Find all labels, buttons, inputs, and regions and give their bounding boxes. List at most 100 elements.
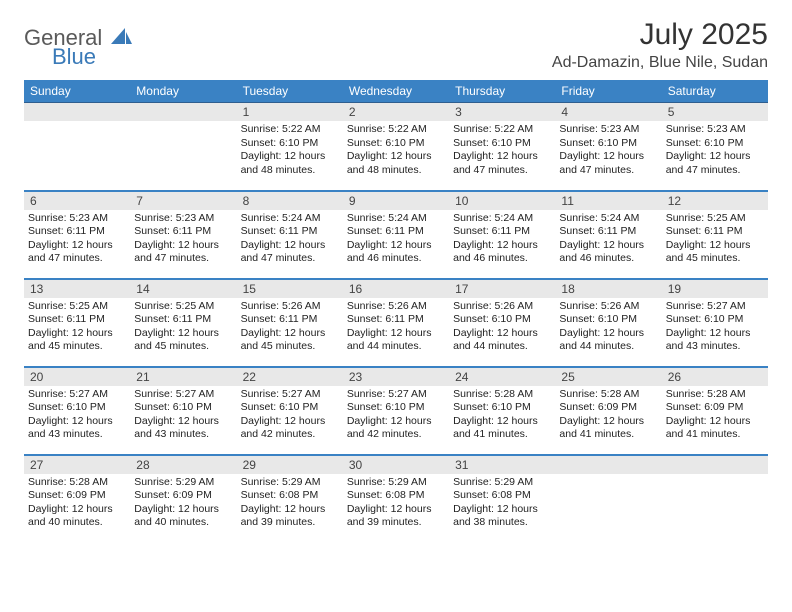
sunset-line: Sunset: 6:10 PM: [347, 401, 445, 415]
day-number-empty: [130, 103, 236, 121]
day-body: Sunrise: 5:26 AMSunset: 6:10 PMDaylight:…: [449, 298, 555, 359]
day-number: 9: [343, 192, 449, 210]
day-body: Sunrise: 5:27 AMSunset: 6:10 PMDaylight:…: [24, 386, 130, 447]
sunrise-line: Sunrise: 5:26 AM: [241, 300, 339, 314]
sunrise-line: Sunrise: 5:29 AM: [241, 476, 339, 490]
calendar-cell: 15Sunrise: 5:26 AMSunset: 6:11 PMDayligh…: [237, 279, 343, 367]
sunset-line: Sunset: 6:11 PM: [134, 225, 232, 239]
daylight-line: Daylight: 12 hours and 40 minutes.: [28, 503, 126, 530]
daylight-line: Daylight: 12 hours and 39 minutes.: [241, 503, 339, 530]
calendar-cell: 14Sunrise: 5:25 AMSunset: 6:11 PMDayligh…: [130, 279, 236, 367]
day-number: 31: [449, 456, 555, 474]
daylight-line: Daylight: 12 hours and 44 minutes.: [453, 327, 551, 354]
day-body: Sunrise: 5:24 AMSunset: 6:11 PMDaylight:…: [237, 210, 343, 271]
daylight-line: Daylight: 12 hours and 46 minutes.: [559, 239, 657, 266]
sunset-line: Sunset: 6:11 PM: [347, 313, 445, 327]
day-number: 2: [343, 103, 449, 121]
sunset-line: Sunset: 6:10 PM: [347, 137, 445, 151]
weekday-header: Thursday: [449, 80, 555, 103]
sunrise-line: Sunrise: 5:25 AM: [666, 212, 764, 226]
calendar-cell: 6Sunrise: 5:23 AMSunset: 6:11 PMDaylight…: [24, 191, 130, 279]
logo-text-block: General Blue: [24, 28, 133, 68]
day-number: 23: [343, 368, 449, 386]
day-body: Sunrise: 5:29 AMSunset: 6:08 PMDaylight:…: [237, 474, 343, 535]
day-body: Sunrise: 5:26 AMSunset: 6:11 PMDaylight:…: [237, 298, 343, 359]
daylight-line: Daylight: 12 hours and 44 minutes.: [559, 327, 657, 354]
sunset-line: Sunset: 6:10 PM: [241, 401, 339, 415]
daylight-line: Daylight: 12 hours and 39 minutes.: [347, 503, 445, 530]
daylight-line: Daylight: 12 hours and 44 minutes.: [347, 327, 445, 354]
weekday-header: Tuesday: [237, 80, 343, 103]
sunset-line: Sunset: 6:10 PM: [453, 313, 551, 327]
calendar-cell: 9Sunrise: 5:24 AMSunset: 6:11 PMDaylight…: [343, 191, 449, 279]
day-number: 4: [555, 103, 661, 121]
day-body: Sunrise: 5:22 AMSunset: 6:10 PMDaylight:…: [449, 121, 555, 182]
sunset-line: Sunset: 6:08 PM: [347, 489, 445, 503]
weekday-row: SundayMondayTuesdayWednesdayThursdayFrid…: [24, 80, 768, 103]
sunrise-line: Sunrise: 5:27 AM: [666, 300, 764, 314]
day-body: Sunrise: 5:25 AMSunset: 6:11 PMDaylight:…: [130, 298, 236, 359]
sunrise-line: Sunrise: 5:29 AM: [134, 476, 232, 490]
daylight-line: Daylight: 12 hours and 48 minutes.: [241, 150, 339, 177]
daylight-line: Daylight: 12 hours and 47 minutes.: [666, 150, 764, 177]
calendar-cell: 29Sunrise: 5:29 AMSunset: 6:08 PMDayligh…: [237, 455, 343, 543]
title-block: July 2025 Ad-Damazin, Blue Nile, Sudan: [552, 18, 768, 72]
sunset-line: Sunset: 6:10 PM: [559, 137, 657, 151]
day-number: 5: [662, 103, 768, 121]
sunrise-line: Sunrise: 5:28 AM: [666, 388, 764, 402]
day-number: 26: [662, 368, 768, 386]
calendar-table: SundayMondayTuesdayWednesdayThursdayFrid…: [24, 80, 768, 543]
sunrise-line: Sunrise: 5:24 AM: [241, 212, 339, 226]
day-number: 12: [662, 192, 768, 210]
sunrise-line: Sunrise: 5:25 AM: [134, 300, 232, 314]
calendar-cell: 2Sunrise: 5:22 AMSunset: 6:10 PMDaylight…: [343, 103, 449, 191]
day-number: 14: [130, 280, 236, 298]
day-number: 21: [130, 368, 236, 386]
daylight-line: Daylight: 12 hours and 41 minutes.: [559, 415, 657, 442]
calendar-cell: 13Sunrise: 5:25 AMSunset: 6:11 PMDayligh…: [24, 279, 130, 367]
logo-sail-icon: [111, 28, 133, 51]
day-number-empty: [24, 103, 130, 121]
calendar-cell: 1Sunrise: 5:22 AMSunset: 6:10 PMDaylight…: [237, 103, 343, 191]
day-body: Sunrise: 5:23 AMSunset: 6:10 PMDaylight:…: [555, 121, 661, 182]
daylight-line: Daylight: 12 hours and 48 minutes.: [347, 150, 445, 177]
location: Ad-Damazin, Blue Nile, Sudan: [552, 54, 768, 72]
daylight-line: Daylight: 12 hours and 43 minutes.: [666, 327, 764, 354]
day-number: 27: [24, 456, 130, 474]
calendar-cell: 28Sunrise: 5:29 AMSunset: 6:09 PMDayligh…: [130, 455, 236, 543]
sunrise-line: Sunrise: 5:22 AM: [241, 123, 339, 137]
day-number: 6: [24, 192, 130, 210]
sunset-line: Sunset: 6:10 PM: [241, 137, 339, 151]
calendar-cell: 7Sunrise: 5:23 AMSunset: 6:11 PMDaylight…: [130, 191, 236, 279]
day-number: 13: [24, 280, 130, 298]
calendar-row: 20Sunrise: 5:27 AMSunset: 6:10 PMDayligh…: [24, 367, 768, 455]
sunset-line: Sunset: 6:10 PM: [28, 401, 126, 415]
daylight-line: Daylight: 12 hours and 45 minutes.: [28, 327, 126, 354]
calendar-cell: 21Sunrise: 5:27 AMSunset: 6:10 PMDayligh…: [130, 367, 236, 455]
day-number: 16: [343, 280, 449, 298]
sunrise-line: Sunrise: 5:27 AM: [241, 388, 339, 402]
sunset-line: Sunset: 6:10 PM: [453, 401, 551, 415]
day-body: Sunrise: 5:26 AMSunset: 6:10 PMDaylight:…: [555, 298, 661, 359]
day-body: Sunrise: 5:23 AMSunset: 6:11 PMDaylight:…: [130, 210, 236, 271]
sunrise-line: Sunrise: 5:23 AM: [666, 123, 764, 137]
daylight-line: Daylight: 12 hours and 47 minutes.: [134, 239, 232, 266]
calendar-cell: 26Sunrise: 5:28 AMSunset: 6:09 PMDayligh…: [662, 367, 768, 455]
sunrise-line: Sunrise: 5:24 AM: [347, 212, 445, 226]
daylight-line: Daylight: 12 hours and 47 minutes.: [241, 239, 339, 266]
sunset-line: Sunset: 6:09 PM: [559, 401, 657, 415]
sunset-line: Sunset: 6:10 PM: [134, 401, 232, 415]
header: General Blue July 2025 Ad-Damazin, Blue …: [24, 18, 768, 72]
sunrise-line: Sunrise: 5:23 AM: [134, 212, 232, 226]
sunrise-line: Sunrise: 5:26 AM: [347, 300, 445, 314]
day-body: Sunrise: 5:22 AMSunset: 6:10 PMDaylight:…: [343, 121, 449, 182]
logo: General Blue: [24, 18, 133, 68]
calendar-cell: 20Sunrise: 5:27 AMSunset: 6:10 PMDayligh…: [24, 367, 130, 455]
sunrise-line: Sunrise: 5:22 AM: [347, 123, 445, 137]
calendar-cell: 4Sunrise: 5:23 AMSunset: 6:10 PMDaylight…: [555, 103, 661, 191]
day-number: 29: [237, 456, 343, 474]
daylight-line: Daylight: 12 hours and 42 minutes.: [241, 415, 339, 442]
day-body: Sunrise: 5:23 AMSunset: 6:11 PMDaylight:…: [24, 210, 130, 271]
sunset-line: Sunset: 6:10 PM: [666, 313, 764, 327]
calendar-cell: 27Sunrise: 5:28 AMSunset: 6:09 PMDayligh…: [24, 455, 130, 543]
